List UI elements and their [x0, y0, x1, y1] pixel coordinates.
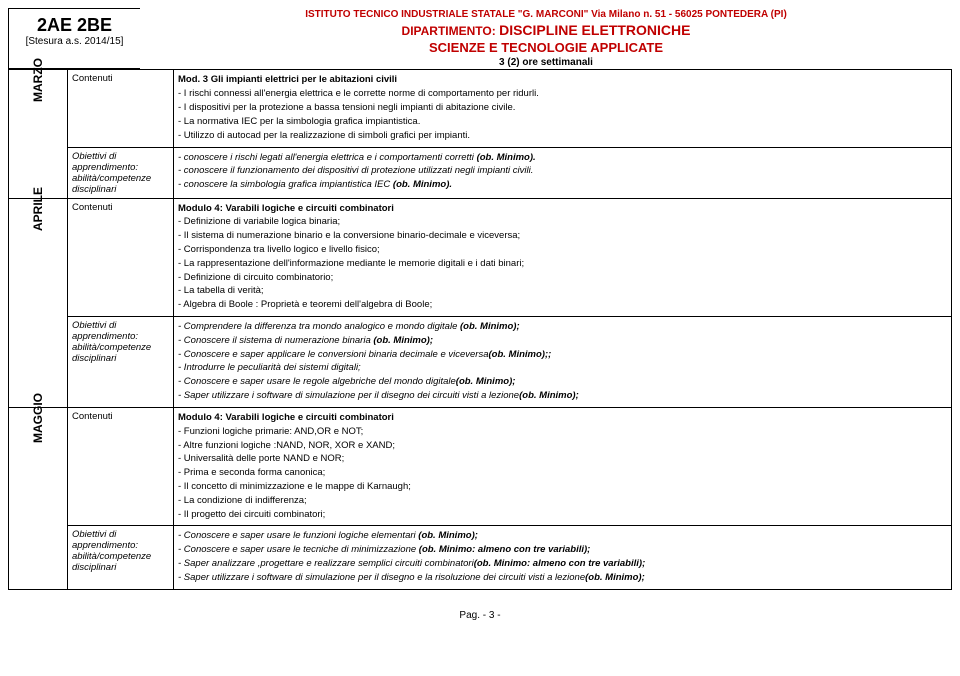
stesura: [Stesura a.s. 2014/15] — [11, 36, 138, 51]
aprile-c2: - Corrispondenza tra livello logico e li… — [178, 244, 947, 257]
aprile-c4: - Definizione di circuito combinatorio; — [178, 272, 947, 285]
marzo-c3: - Utilizzo di autocad per la realizzazio… — [178, 130, 947, 143]
maggio-c6: - Il progetto dei circuiti combinatori; — [178, 509, 947, 522]
dept-pre: DIPARTIMENTO: — [402, 24, 500, 38]
aprile-o4: - Conoscere e saper usare le regole alge… — [178, 376, 947, 389]
maggio-title: Modulo 4: Varabili logiche e circuiti co… — [178, 412, 947, 425]
ob-l2: apprendimento: — [72, 331, 138, 342]
ob-l3: abilità/competenze — [72, 342, 151, 353]
label-obiettivi: Obiettivi di apprendimento: abilità/comp… — [68, 526, 174, 589]
maggio-o3: - Saper utilizzare i software di simulaz… — [178, 572, 947, 585]
aprile-c3: - La rappresentazione dell'informazione … — [178, 258, 947, 271]
ob-l1: Obiettivi di — [72, 320, 116, 331]
aprile-o0: - Comprendere la differenza tra mondo an… — [178, 321, 947, 334]
dept-name: DISCIPLINE ELETTRONICHE — [499, 22, 690, 38]
header: ISTITUTO TECNICO INDUSTRIALE STATALE "G.… — [140, 8, 952, 69]
maggio-obiettivi: - Conoscere e saper usare le funzioni lo… — [174, 526, 952, 589]
maggio-c1: - Altre funzioni logiche :NAND, NOR, XOR… — [178, 440, 947, 453]
label-contenuti: Contenuti — [68, 407, 174, 526]
plan-table: MARZO Contenuti Mod. 3 Gli impianti elet… — [8, 69, 952, 589]
aprile-c6: - Algebra di Boole : Proprietà e teoremi… — [178, 299, 947, 312]
aprile-o5: - Saper utilizzare i software di simulaz… — [178, 390, 947, 403]
maggio-c4: - Il concetto di minimizzazione e le map… — [178, 481, 947, 494]
marzo-title: Mod. 3 Gli impianti elettrici per le abi… — [178, 74, 947, 87]
aprile-contenuti: Modulo 4: Varabili logiche e circuiti co… — [174, 198, 952, 317]
maggio-o0: - Conoscere e saper usare le funzioni lo… — [178, 530, 947, 543]
marzo-contenuti: Mod. 3 Gli impianti elettrici per le abi… — [174, 70, 952, 147]
ob-l4: disciplinari — [72, 184, 116, 195]
ob-l4: disciplinari — [72, 562, 116, 573]
marzo-o2: - conoscere la simbologia grafica impian… — [178, 179, 947, 192]
maggio-c0: - Funzioni logiche primarie: AND,OR e NO… — [178, 426, 947, 439]
maggio-c2: - Universalità delle porte NAND e NOR; — [178, 453, 947, 466]
hours: 3 (2) ore settimanali — [140, 56, 952, 69]
aprile-c0: - Definizione di variabile logica binari… — [178, 216, 947, 229]
page: 2AE 2BE [Stesura a.s. 2014/15] ISTITUTO … — [8, 8, 952, 621]
label-contenuti: Contenuti — [68, 70, 174, 147]
aprile-o2: - Conoscere e saper applicare le convers… — [178, 349, 947, 362]
label-contenuti: Contenuti — [68, 198, 174, 317]
class-box: 2AE 2BE [Stesura a.s. 2014/15] — [8, 8, 140, 69]
aprile-o1: - Conoscere il sistema di numerazione bi… — [178, 335, 947, 348]
label-obiettivi: Obiettivi di apprendimento: abilità/comp… — [68, 317, 174, 408]
marzo-obiettivi: - conoscere i rischi legati all'energia … — [174, 147, 952, 198]
marzo-c0: - I rischi connessi all'energia elettric… — [178, 88, 947, 101]
marzo-c2: - La normativa IEC per la simbologia gra… — [178, 116, 947, 129]
ob-l3: abilità/competenze — [72, 173, 151, 184]
month-aprile: APRILE — [9, 198, 68, 407]
department: DIPARTIMENTO: DISCIPLINE ELETTRONICHE — [140, 21, 952, 40]
ob-l1: Obiettivi di — [72, 529, 116, 540]
aprile-c5: - La tabella di verità; — [178, 285, 947, 298]
aprile-c1: - Il sistema di numerazione binario e la… — [178, 230, 947, 243]
label-obiettivi: Obiettivi di apprendimento: abilità/comp… — [68, 147, 174, 198]
marzo-o0: - conoscere i rischi legati all'energia … — [178, 152, 947, 165]
subject: SCIENZE E TECNOLOGIE APPLICATE — [140, 40, 952, 57]
aprile-obiettivi: - Comprendere la differenza tra mondo an… — [174, 317, 952, 408]
aprile-o3: - Introdurre le peculiarità dei sistemi … — [178, 362, 947, 375]
maggio-contenuti: Modulo 4: Varabili logiche e circuiti co… — [174, 407, 952, 526]
top-layout: 2AE 2BE [Stesura a.s. 2014/15] ISTITUTO … — [8, 8, 952, 69]
marzo-c1: - I dispositivi per la protezione a bass… — [178, 102, 947, 115]
ob-l1: Obiettivi di — [72, 151, 116, 162]
page-number: Pag. - 3 - — [8, 610, 952, 621]
maggio-o1: - Conoscere e saper usare le tecniche di… — [178, 544, 947, 557]
ob-l2: apprendimento: — [72, 162, 138, 173]
maggio-c3: - Prima e seconda forma canonica; — [178, 467, 947, 480]
class-code: 2AE 2BE — [11, 11, 138, 36]
ob-l4: disciplinari — [72, 353, 116, 364]
maggio-c5: - La condizione di indifferenza; — [178, 495, 947, 508]
ob-l3: abilità/competenze — [72, 551, 151, 562]
month-marzo: MARZO — [9, 70, 68, 198]
marzo-o1: - conoscere il funzionamento dei disposi… — [178, 165, 947, 178]
month-maggio: MAGGIO — [9, 407, 68, 589]
aprile-title: Modulo 4: Varabili logiche e circuiti co… — [178, 203, 947, 216]
institute: ISTITUTO TECNICO INDUSTRIALE STATALE "G.… — [140, 8, 952, 21]
ob-l2: apprendimento: — [72, 540, 138, 551]
maggio-o2: - Saper analizzare ,progettare e realizz… — [178, 558, 947, 571]
